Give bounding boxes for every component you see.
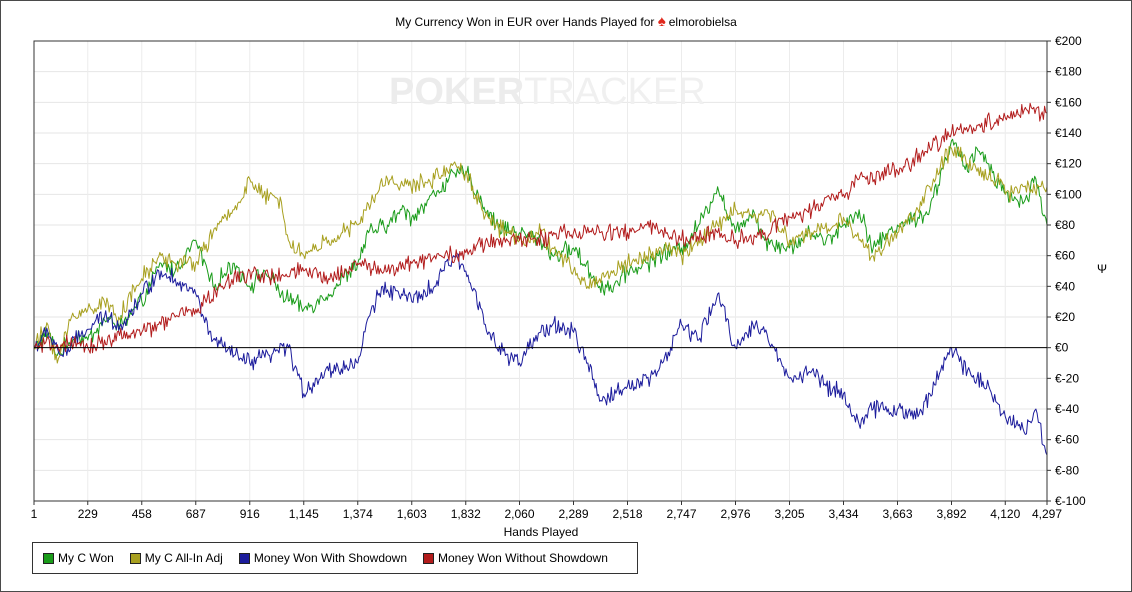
- player-name: elmorobielsa: [669, 15, 737, 29]
- legend-item-2: My C All-In Adj: [129, 551, 223, 565]
- legend: My C Won My C All-In Adj Money Won With Sh…: [32, 542, 638, 574]
- series-layer: [33, 102, 1048, 456]
- y-tick-label: €180: [1055, 65, 1082, 79]
- x-tick-label: 2,747: [666, 507, 696, 521]
- legend-swatch: [238, 552, 250, 564]
- y-tick-label: €140: [1055, 126, 1082, 140]
- x-tick-label: 1,832: [451, 507, 481, 521]
- spade-icon: ♠: [658, 13, 666, 30]
- x-tick-label: 916: [240, 507, 260, 521]
- y-tick-label: €100: [1055, 187, 1082, 201]
- axes: [33, 40, 1048, 502]
- series-line-3: [33, 253, 1048, 456]
- y-tick-label: €-40: [1055, 402, 1079, 416]
- y-tick-label: €40: [1055, 279, 1075, 293]
- plot-area: [34, 41, 1047, 501]
- x-tick-label: 1,374: [343, 507, 373, 521]
- x-tick-label: 2,976: [720, 507, 750, 521]
- legend-label: My C All-In Adj: [144, 551, 223, 565]
- y-tick-label: €-100: [1055, 494, 1086, 508]
- series-line-2: [33, 146, 1048, 364]
- x-tick-label: 1,603: [397, 507, 427, 521]
- x-tick-label: 2,289: [558, 507, 588, 521]
- chart-title: My Currency Won in EUR over Hands Played…: [395, 13, 737, 30]
- legend-label: Money Won With Showdown: [253, 551, 408, 565]
- legend-item-4: Money Won Without Showdown: [423, 551, 608, 565]
- y-tick-label: €0: [1055, 341, 1069, 355]
- x-tick-label: 3,892: [936, 507, 966, 521]
- y-axis-ticks: €-100 €-80 €-60 €-40 €-20 €0 €20 €40 €60 €80 €100 €…: [1047, 34, 1086, 508]
- legend-swatch: [43, 552, 54, 564]
- legend-item-1: My C Won: [43, 551, 114, 565]
- x-tick-label: 1: [31, 507, 38, 521]
- legend-swatch: [423, 552, 435, 564]
- x-tick-label: 4,120: [990, 507, 1020, 521]
- legend-swatch: [129, 552, 141, 564]
- watermark-tracker: TRACKER: [524, 71, 706, 113]
- x-axis-title: Hands Played: [504, 525, 579, 539]
- y-tick-label: €-60: [1055, 433, 1079, 447]
- legend-label: My C Won: [58, 551, 114, 565]
- pokertracker-watermark: POKERTRACKER: [389, 71, 706, 113]
- x-tick-label: 229: [78, 507, 98, 521]
- x-tick-label: 3,205: [774, 507, 804, 521]
- y-axis-title: Ψ: [1097, 262, 1107, 276]
- x-tick-label: 3,663: [882, 507, 912, 521]
- y-tick-label: €-20: [1055, 371, 1079, 385]
- y-tick-label: €160: [1055, 95, 1082, 109]
- x-tick-label: 1,145: [289, 507, 319, 521]
- legend-label: Money Won Without Showdown: [438, 551, 608, 565]
- watermark-text: POKERTRACKER: [389, 71, 706, 113]
- x-tick-label: 2,518: [612, 507, 642, 521]
- chart-title-text: My Currency Won in EUR over Hands Played…: [395, 15, 658, 29]
- x-tick-label: 458: [132, 507, 152, 521]
- y-tick-label: €60: [1055, 249, 1075, 263]
- x-tick-label: 2,060: [504, 507, 534, 521]
- y-tick-label: €80: [1055, 218, 1075, 232]
- watermark-poker: POKER: [389, 71, 524, 113]
- x-tick-label: 3,434: [828, 507, 858, 521]
- x-axis-ticks: 1 229 458 687 916 1,145 1,374 1,603 1,832 2,060 2,…: [31, 501, 1062, 521]
- plot-border: [33, 40, 1048, 502]
- y-tick-label: €20: [1055, 310, 1075, 324]
- y-tick-label: €120: [1055, 157, 1082, 171]
- x-tick-label: 687: [186, 507, 206, 521]
- legend-item-3: Money Won With Showdown: [238, 551, 408, 565]
- y-tick-label: €200: [1055, 34, 1082, 48]
- y-tick-label: €-80: [1055, 463, 1079, 477]
- series-line-4: [33, 102, 1048, 354]
- x-tick-label: 4,297: [1032, 507, 1062, 521]
